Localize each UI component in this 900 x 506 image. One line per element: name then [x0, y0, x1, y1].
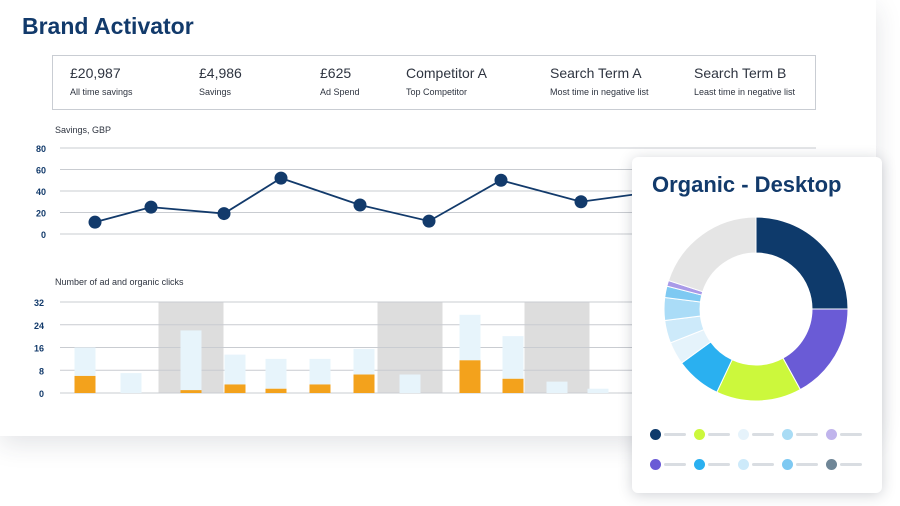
legend-placeholder-line — [840, 433, 862, 436]
savings-point — [274, 171, 288, 185]
savings-point — [574, 195, 588, 209]
clicks-bar-organic — [309, 358, 331, 385]
stat-label: Most time in negative list — [550, 87, 649, 97]
clicks-chart-title: Number of ad and organic clicks — [55, 277, 184, 287]
stat-value: Search Term A — [550, 65, 642, 81]
stat-label: Savings — [199, 87, 232, 97]
legend-color-dot — [650, 429, 661, 440]
clicks-bar-organic — [224, 354, 246, 385]
stat-label: Ad Spend — [320, 87, 360, 97]
clicks-bar-ad — [502, 378, 524, 393]
legend-color-dot — [694, 429, 705, 440]
stat-value: £4,986 — [199, 65, 242, 81]
legend-placeholder-line — [840, 463, 862, 466]
savings-y-tick-label: 20 — [36, 209, 46, 219]
stat-value: £625 — [320, 65, 352, 81]
stat-all-time-savings: £20,987 All time savings — [70, 65, 133, 97]
stat-top-competitor: Competitor A Top Competitor — [406, 65, 487, 97]
savings-point — [494, 173, 508, 187]
clicks-bar-ad — [309, 384, 331, 393]
stat-label: All time savings — [70, 87, 133, 97]
clicks-bar-ad — [353, 374, 375, 393]
legend-color-dot — [694, 459, 705, 470]
clicks-bar-organic — [459, 314, 481, 361]
app-title: Brand Activator — [22, 13, 194, 39]
legend-placeholder-line — [664, 463, 686, 466]
stat-savings: £4,986 Savings — [199, 65, 242, 97]
clicks-bar-ad — [265, 388, 287, 393]
clicks-bar-organic — [546, 381, 568, 393]
donut-slice — [755, 216, 849, 310]
stat-value: Search Term B — [694, 65, 787, 81]
stat-value: Competitor A — [406, 65, 487, 81]
savings-y-tick-label: 80 — [36, 144, 46, 154]
legend-placeholder-line — [752, 433, 774, 436]
clicks-bar-organic — [74, 347, 96, 376]
clicks-bar-organic — [120, 373, 142, 393]
donut-slice — [667, 216, 757, 293]
clicks-bar-organic — [502, 336, 524, 379]
legend-color-dot — [782, 459, 793, 470]
legend-color-dot — [738, 429, 749, 440]
savings-point — [144, 200, 158, 214]
clicks-bar-organic — [587, 388, 609, 393]
organic-desktop-card: Organic - Desktop — [632, 157, 882, 493]
legend-placeholder-line — [796, 463, 818, 466]
stat-least-negative: Search Term B Least time in negative lis… — [694, 65, 795, 97]
savings-point — [88, 215, 102, 229]
stat-value: £20,987 — [70, 65, 121, 81]
clicks-y-tick-label: 32 — [34, 298, 44, 308]
donut-chart — [663, 216, 849, 402]
legend-placeholder-line — [708, 433, 730, 436]
legend-placeholder-line — [796, 433, 818, 436]
savings-y-tick-label: 60 — [36, 166, 46, 176]
stat-ad-spend: £625 Ad Spend — [320, 65, 360, 97]
legend-color-dot — [738, 459, 749, 470]
clicks-bar-ad — [459, 360, 481, 393]
clicks-bar-organic — [353, 348, 375, 375]
clicks-bar-ad — [224, 384, 246, 393]
stat-label: Top Competitor — [406, 87, 468, 97]
clicks-y-tick-label: 8 — [39, 366, 44, 376]
legend-placeholder-line — [664, 433, 686, 436]
stat-most-negative: Search Term A Most time in negative list — [550, 65, 649, 97]
legend-color-dot — [826, 459, 837, 470]
clicks-y-tick-label: 0 — [39, 389, 44, 399]
clicks-bar-ad — [74, 375, 96, 393]
clicks-bar-ad — [180, 390, 202, 393]
clicks-y-tick-label: 16 — [34, 344, 44, 354]
savings-point — [217, 207, 231, 221]
savings-y-tick-label: 40 — [36, 187, 46, 197]
savings-point — [422, 214, 436, 228]
legend-placeholder-line — [752, 463, 774, 466]
stats-panel: £20,987 All time savings £4,986 Savings … — [52, 55, 816, 110]
savings-point — [353, 198, 367, 212]
clicks-bar-organic — [265, 358, 287, 389]
savings-y-tick-label: 0 — [41, 230, 46, 240]
savings-chart-title: Savings, GBP — [55, 125, 112, 135]
legend-color-dot — [782, 429, 793, 440]
organic-chart-title: Organic - Desktop — [652, 172, 842, 197]
legend-placeholder-line — [708, 463, 730, 466]
charts-canvas: 0 20 40 60 80 0 8 16 24 32 — [34, 144, 816, 399]
clicks-bar-organic — [399, 374, 421, 393]
legend-color-dot — [650, 459, 661, 470]
clicks-bar-organic — [180, 330, 202, 391]
stat-label: Least time in negative list — [694, 87, 796, 97]
clicks-y-tick-label: 24 — [34, 321, 44, 331]
legend-color-dot — [826, 429, 837, 440]
